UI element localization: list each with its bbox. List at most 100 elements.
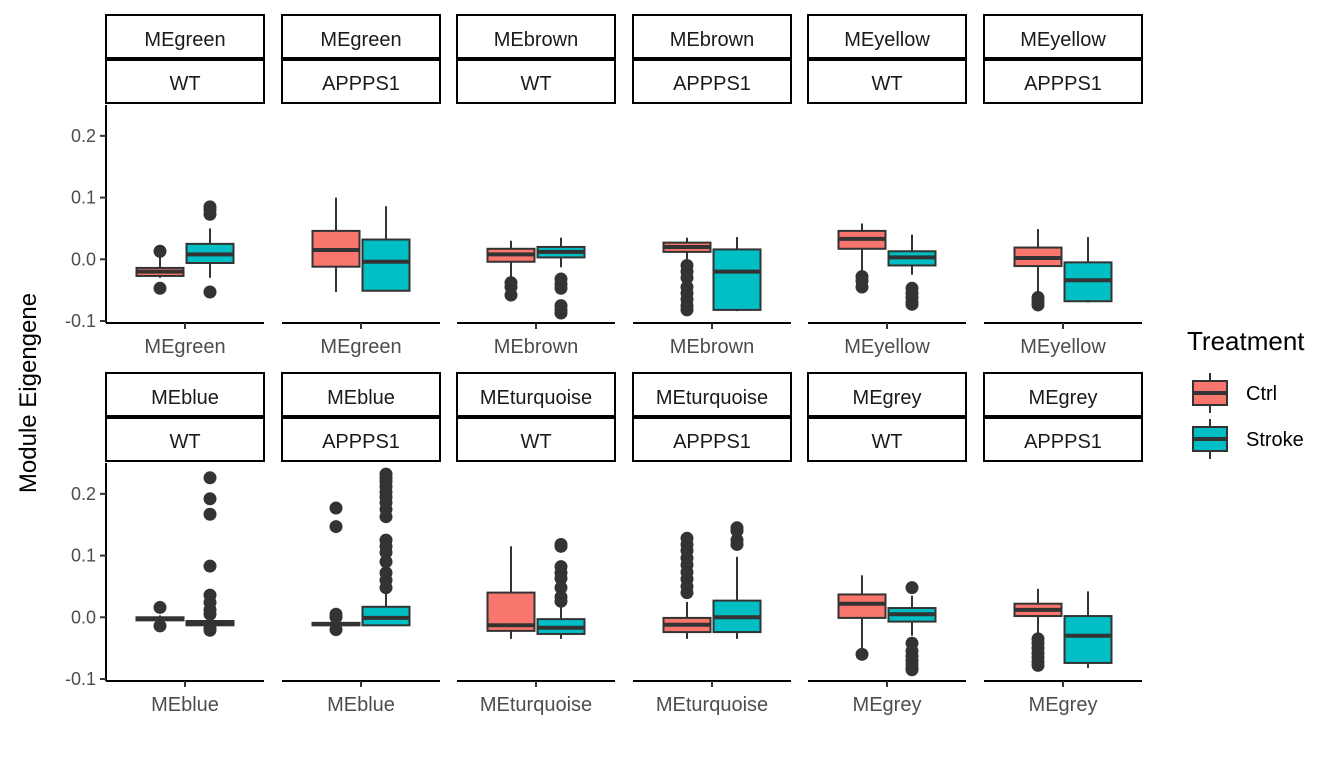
stroke-outlier-point <box>379 510 393 524</box>
facet-strip-genotype: APPPS1 <box>1024 73 1102 95</box>
stroke-outlier-point <box>730 524 744 538</box>
y-tick-label: 0.0 <box>71 607 96 627</box>
stroke-box-group <box>1063 591 1113 668</box>
stroke-box <box>1063 615 1113 664</box>
ctrl-box <box>837 593 887 619</box>
stroke-outlier-point <box>554 594 568 608</box>
facet-panel: MEgreen WT MEgreen -0.1 0.0 0.1 0.2 <box>65 14 265 358</box>
ctrl-box-group <box>486 546 536 639</box>
y-tick-label: 0.1 <box>71 188 96 208</box>
ctrl-box-group <box>837 575 887 661</box>
ctrl-outlier-point <box>153 244 167 258</box>
facet-panel: MEturquoise WT MEturquoise <box>456 372 616 716</box>
ctrl-outlier-point <box>329 610 343 624</box>
stroke-box-group <box>361 467 411 627</box>
stroke-box-group <box>887 234 937 311</box>
facet-panel: MEbrown APPPS1 MEbrown <box>632 14 792 358</box>
stroke-outlier-point <box>905 663 919 677</box>
facet-panel: MEgrey WT MEgrey <box>807 372 967 716</box>
x-tick-label: MEgreen <box>320 336 401 358</box>
x-tick-label: MEgrey <box>1029 694 1098 716</box>
ctrl-outlier-point <box>1031 658 1045 672</box>
facet-strip-genotype: APPPS1 <box>673 431 751 453</box>
facet-panel: MEyellow APPPS1 MEyellow <box>983 14 1143 358</box>
ctrl-box-group <box>135 600 185 633</box>
y-tick-label: 0.2 <box>71 484 96 504</box>
ctrl-outlier-point <box>680 271 694 285</box>
ctrl-box-group <box>662 531 712 639</box>
x-tick-label: MEbrown <box>670 336 754 358</box>
legend-title: Treatment <box>1187 326 1305 356</box>
facet-strip-genotype: WT <box>169 73 200 95</box>
ctrl-outlier-point <box>504 288 518 302</box>
x-tick-label: MEblue <box>327 694 395 716</box>
facet-strip-genotype: WT <box>871 431 902 453</box>
facet-strip-genotype: APPPS1 <box>322 73 400 95</box>
stroke-box <box>361 238 411 292</box>
facet-strip-module: MEyellow <box>1020 29 1106 51</box>
ctrl-box-group <box>1013 588 1063 672</box>
stroke-box <box>712 248 762 311</box>
ctrl-box-group <box>1013 229 1063 312</box>
y-tick-label: 0.1 <box>71 546 96 566</box>
stroke-outlier-point <box>730 537 744 551</box>
stroke-outlier-point <box>554 581 568 595</box>
stroke-outlier-point <box>554 539 568 553</box>
stroke-box-group <box>1063 237 1113 303</box>
stroke-outlier-point <box>203 507 217 521</box>
ctrl-box-group <box>662 237 712 317</box>
ctrl-outlier-point <box>680 303 694 317</box>
x-tick-label: MEyellow <box>844 336 930 358</box>
ctrl-outlier-point <box>855 280 869 294</box>
y-tick-label: -0.1 <box>65 311 96 331</box>
facet-strip-genotype: WT <box>169 431 200 453</box>
facet-strip-genotype: WT <box>520 73 551 95</box>
stroke-outlier-point <box>203 559 217 573</box>
facet-strip-genotype: APPPS1 <box>673 73 751 95</box>
facet-panel: MEblue WT MEblue -0.1 0.0 0.1 0.2 <box>65 372 265 716</box>
stroke-outlier-point <box>203 492 217 506</box>
ctrl-box-group <box>486 240 536 302</box>
plot-area: MEgreen WT MEgreen -0.1 0.0 0.1 0.2 MEgreen APPP… <box>65 14 1143 716</box>
x-tick-label: MEgreen <box>144 336 225 358</box>
x-tick-label: MEturquoise <box>480 694 592 716</box>
facet-panel: MEbrown WT MEbrown <box>456 14 616 358</box>
y-axis-label: Module Eigengene <box>15 293 42 493</box>
facet-strip-module: MEgreen <box>144 29 225 51</box>
ctrl-outlier-point <box>153 281 167 295</box>
ctrl-box-group <box>837 223 887 294</box>
facet-strip-module: MEbrown <box>670 29 754 51</box>
ctrl-outlier-point <box>329 520 343 534</box>
facet-strip-genotype: WT <box>520 431 551 453</box>
ctrl-outlier-point <box>153 619 167 633</box>
y-tick-label: 0.0 <box>71 249 96 269</box>
x-tick-label: MEyellow <box>1020 336 1106 358</box>
ctrl-outlier-point <box>329 623 343 637</box>
facet-strip-module: MEgrey <box>853 387 922 409</box>
stroke-outlier-point <box>905 581 919 595</box>
facet-strip-module: MEblue <box>151 387 219 409</box>
stroke-outlier-point <box>203 285 217 299</box>
stroke-box-group <box>712 521 762 639</box>
ctrl-outlier-point <box>680 586 694 600</box>
facet-strip-genotype: APPPS1 <box>1024 431 1102 453</box>
stroke-box-group <box>361 206 411 292</box>
ctrl-box-group <box>311 501 361 637</box>
stroke-outlier-point <box>379 581 393 595</box>
stroke-box-group <box>536 537 586 639</box>
stroke-box-group <box>536 237 586 320</box>
facet-strip-module: MEbrown <box>494 29 578 51</box>
facet-strip-genotype: APPPS1 <box>322 431 400 453</box>
ctrl-outlier-point <box>153 600 167 614</box>
stroke-outlier-point <box>203 207 217 221</box>
stroke-outlier-point <box>203 471 217 485</box>
stroke-box-group <box>185 471 235 637</box>
facet-panel: MEblue APPPS1 MEblue <box>281 372 441 716</box>
y-tick-label: 0.2 <box>71 126 96 146</box>
x-tick-label: MEturquoise <box>656 694 768 716</box>
facet-strip-module: MEturquoise <box>480 387 592 409</box>
legend-label: Ctrl <box>1246 383 1277 405</box>
stroke-outlier-point <box>554 571 568 585</box>
stroke-box-group <box>185 200 235 299</box>
